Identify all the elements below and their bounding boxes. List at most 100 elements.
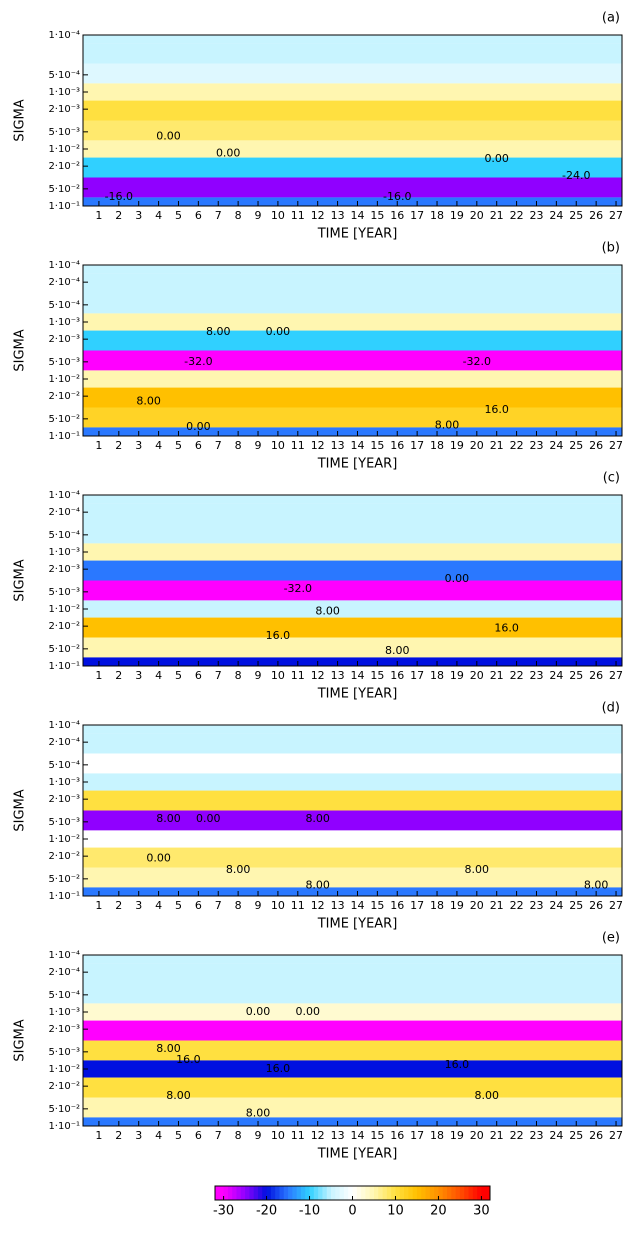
heat-band bbox=[83, 1097, 622, 1118]
colorbar-cell bbox=[215, 1186, 220, 1200]
x-tick-label: 21 bbox=[490, 439, 504, 452]
x-tick-label: 21 bbox=[490, 1129, 504, 1142]
contour-label: 8.00 bbox=[166, 1089, 191, 1102]
y-tick-label: 1·10⁻² bbox=[48, 144, 80, 155]
y-tick-label: 2·10⁻² bbox=[48, 1081, 80, 1092]
x-tick-label: 19 bbox=[450, 209, 464, 222]
heat-band bbox=[83, 523, 622, 544]
y-tick-label: 5·10⁻² bbox=[48, 184, 80, 195]
y-tick-label: 2·10⁻⁴ bbox=[48, 737, 80, 748]
x-tick-label: 9 bbox=[255, 439, 262, 452]
y-tick-label: 5·10⁻³ bbox=[48, 1047, 80, 1058]
y-tick-label: 5·10⁻² bbox=[48, 1104, 80, 1115]
heat-band bbox=[83, 1040, 622, 1061]
colorbar-cell bbox=[455, 1186, 461, 1200]
x-tick-label: 17 bbox=[410, 899, 424, 912]
x-tick-label: 6 bbox=[195, 439, 202, 452]
colorbar-cell bbox=[416, 1186, 422, 1200]
colorbar-cell bbox=[408, 1186, 414, 1200]
heat-band bbox=[83, 1020, 622, 1041]
colorbar-cell bbox=[447, 1186, 452, 1200]
contour-label: 8.00 bbox=[305, 812, 330, 825]
x-tick-label: 27 bbox=[609, 209, 623, 222]
x-tick-label: 20 bbox=[470, 669, 484, 682]
x-tick-label: 19 bbox=[450, 439, 464, 452]
x-tick-label: 10 bbox=[271, 1129, 285, 1142]
contour-label: 0.00 bbox=[484, 152, 509, 165]
colorbar-tick-label: 10 bbox=[387, 1204, 404, 1219]
contour-label: 0.00 bbox=[186, 420, 211, 433]
x-tick-label: 21 bbox=[490, 209, 504, 222]
colorbar-cell bbox=[219, 1186, 225, 1200]
x-axis-label: TIME [YEAR] bbox=[317, 917, 398, 932]
x-tick-label: 8 bbox=[235, 669, 242, 682]
colorbar-cell bbox=[266, 1186, 272, 1200]
heat-band bbox=[83, 495, 622, 504]
heat-band bbox=[83, 543, 622, 561]
colorbar-cell bbox=[442, 1186, 448, 1200]
contour-label: 8.00 bbox=[136, 395, 161, 408]
colorbar-cell bbox=[485, 1186, 491, 1200]
y-tick-label: 5·10⁻² bbox=[48, 874, 80, 885]
x-tick-label: 18 bbox=[430, 1129, 444, 1142]
x-tick-label: 4 bbox=[155, 439, 162, 452]
plot-frame bbox=[82, 264, 623, 437]
contour-label: 8.00 bbox=[435, 418, 460, 431]
x-tick-label: 20 bbox=[470, 439, 484, 452]
x-tick-label: 14 bbox=[350, 669, 364, 682]
contour-label: 16.0 bbox=[445, 1058, 470, 1071]
x-tick-label: 20 bbox=[470, 1129, 484, 1142]
x-tick-label: 2 bbox=[115, 439, 122, 452]
x-tick-label: 6 bbox=[195, 1129, 202, 1142]
x-tick-label: 26 bbox=[589, 439, 603, 452]
colorbar-tick-label: -20 bbox=[256, 1204, 277, 1219]
x-tick-label: 5 bbox=[175, 669, 182, 682]
x-tick-label: 15 bbox=[370, 439, 384, 452]
x-tick-label: 27 bbox=[609, 1129, 623, 1142]
x-tick-label: 14 bbox=[350, 439, 364, 452]
colorbar-cell bbox=[472, 1186, 478, 1200]
x-tick-label: 6 bbox=[195, 669, 202, 682]
heat-band bbox=[83, 790, 622, 811]
x-tick-label: 27 bbox=[609, 439, 623, 452]
plot-frame bbox=[82, 494, 623, 667]
contour-label: -32.0 bbox=[463, 355, 491, 368]
colorbar-cell bbox=[283, 1186, 289, 1200]
x-tick-label: 16 bbox=[390, 439, 404, 452]
heat-band bbox=[83, 753, 622, 774]
x-tick-label: 8 bbox=[235, 209, 242, 222]
colorbar-cell bbox=[296, 1186, 302, 1200]
heat-band bbox=[83, 847, 622, 868]
x-tick-label: 15 bbox=[370, 209, 384, 222]
x-tick-label: 1 bbox=[95, 439, 102, 452]
colorbar-cell bbox=[232, 1186, 237, 1200]
contour-label: -16.0 bbox=[105, 190, 133, 203]
heat-band bbox=[83, 370, 622, 388]
x-tick-label: 21 bbox=[490, 669, 504, 682]
contour-label: 8.00 bbox=[315, 604, 340, 617]
heat-band bbox=[83, 350, 622, 371]
colorbar-cell bbox=[399, 1186, 405, 1200]
colorbar-cell bbox=[292, 1186, 298, 1200]
y-axis-label: SIGMA bbox=[13, 1019, 28, 1061]
colorbar-tick-label: 30 bbox=[473, 1204, 490, 1219]
panel-label: (a) bbox=[602, 11, 620, 26]
y-tick-label: 5·10⁻² bbox=[48, 644, 80, 655]
x-tick-label: 22 bbox=[510, 669, 524, 682]
heat-band bbox=[83, 83, 622, 101]
x-tick-label: 9 bbox=[255, 1129, 262, 1142]
x-axis-label: TIME [YEAR] bbox=[317, 457, 398, 472]
x-tick-label: 20 bbox=[470, 209, 484, 222]
x-tick-label: 22 bbox=[510, 1129, 524, 1142]
contour-label: -32.0 bbox=[284, 582, 312, 595]
x-tick-label: 3 bbox=[135, 439, 142, 452]
x-tick-label: 7 bbox=[215, 209, 222, 222]
x-tick-label: 16 bbox=[390, 669, 404, 682]
heat-band bbox=[83, 293, 622, 314]
y-tick-label: 2·10⁻³ bbox=[48, 104, 80, 115]
x-tick-label: 17 bbox=[410, 439, 424, 452]
contour-label: 8.00 bbox=[156, 1042, 181, 1055]
heat-band bbox=[83, 810, 622, 831]
y-tick-label: 1·10⁻⁴ bbox=[48, 260, 80, 271]
x-tick-label: 4 bbox=[155, 209, 162, 222]
